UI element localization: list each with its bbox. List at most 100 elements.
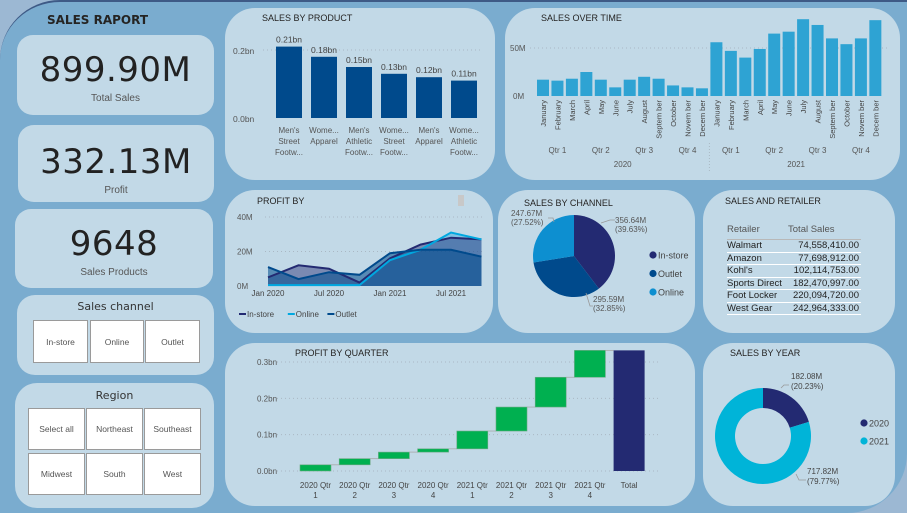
slicer-option-southeast[interactable]: Southeast bbox=[144, 408, 201, 450]
slicer-option-northeast[interactable]: Northeast bbox=[86, 408, 143, 450]
total-sales-cell: 242,964,333.00 bbox=[788, 302, 861, 315]
table-row[interactable]: Foot Locker 220,094,720.00 bbox=[727, 289, 861, 303]
slicer-title: Sales channel bbox=[77, 300, 154, 313]
x-tick-label: 2020 Qtr bbox=[418, 481, 449, 490]
slicer-option-in-store[interactable]: In-store bbox=[33, 320, 88, 363]
kpi-sales-products: 9648 Sales Products bbox=[15, 209, 213, 288]
y-tick-label: 0.1bn bbox=[257, 431, 277, 440]
bar bbox=[594, 79, 607, 96]
bar bbox=[826, 38, 838, 96]
slicer-option-online[interactable]: Online bbox=[90, 320, 144, 363]
y-tick-label: 50M bbox=[510, 44, 526, 53]
leader-line bbox=[780, 384, 789, 389]
line-outlet bbox=[267, 248, 482, 281]
slicer-option-midwest[interactable]: Midwest bbox=[28, 453, 85, 495]
retailer-cell: Sports Direct bbox=[727, 277, 789, 290]
x-tick-label: Wome... bbox=[449, 126, 479, 135]
table-row[interactable]: West Gear 242,964,333.00 bbox=[727, 302, 861, 315]
donut-slice-2020 bbox=[763, 388, 809, 428]
data-label-pct: (20.23%) bbox=[791, 382, 824, 391]
bar bbox=[854, 38, 867, 96]
x-tick-label: Men's bbox=[348, 126, 369, 135]
x-tick-label: Footw... bbox=[450, 148, 478, 157]
bar bbox=[782, 31, 795, 96]
sales-by-channel-card: SALES BY CHANNEL 356.64M (39.63%) 295.59M(… bbox=[498, 190, 695, 333]
x-tick-label: 2021 Qtr bbox=[496, 481, 527, 490]
x-tick-label: Athletic bbox=[451, 137, 477, 146]
legend-marker bbox=[649, 251, 657, 259]
legend-marker bbox=[649, 269, 657, 278]
column-header-total-sales[interactable]: Total Sales bbox=[788, 224, 861, 240]
x-tick-label: 2 bbox=[352, 491, 357, 500]
x-tick-label-month: Septem ber bbox=[828, 100, 837, 139]
column-header-retailer[interactable]: Retailer bbox=[727, 224, 789, 240]
data-label: 295.59M bbox=[593, 295, 624, 304]
table-row[interactable]: Amazon 77,698,912.00 bbox=[727, 252, 861, 265]
x-tick-label: 1 bbox=[470, 491, 475, 500]
x-tick-label: 2 bbox=[509, 491, 514, 500]
legend-label: Online bbox=[296, 310, 320, 319]
x-tick-label: 2021 Qtr bbox=[535, 481, 566, 490]
x-tick-label-month: February bbox=[727, 100, 736, 130]
chart-title: SALES OVER TIME bbox=[541, 13, 622, 23]
report-title: SALES RAPORT bbox=[47, 13, 149, 27]
x-tick-label: Apparel bbox=[310, 137, 338, 146]
x-tick-label-month: May bbox=[597, 100, 606, 114]
x-tick-label: 4 bbox=[588, 491, 593, 500]
waterfall-bar bbox=[534, 376, 567, 408]
slicer-option-south[interactable]: South bbox=[86, 453, 143, 495]
table-row[interactable]: Walmart 74,558,410.00 bbox=[727, 239, 861, 253]
table-row[interactable]: Sports Direct 182,470,997.00 bbox=[727, 277, 861, 290]
x-tick-label: Apparel bbox=[415, 137, 443, 146]
kpi-label: Total Sales bbox=[91, 93, 140, 104]
x-tick-label-quarter: Qtr 4 bbox=[852, 146, 870, 155]
sales-channel-slicer: Sales channel In-store Online Outlet bbox=[17, 295, 214, 375]
slicer-option-select-all[interactable]: Select all bbox=[28, 408, 85, 450]
line-online bbox=[268, 231, 482, 287]
x-tick-label-month: Decem ber bbox=[698, 100, 707, 137]
total-sales-cell: 77,698,912.00 bbox=[788, 252, 861, 265]
leader-line bbox=[548, 217, 555, 223]
bar bbox=[753, 48, 766, 96]
slicer-option-west[interactable]: West bbox=[144, 453, 201, 495]
x-tick-label: 2020 Qtr bbox=[339, 481, 370, 490]
y-tick-label: 0M bbox=[513, 92, 524, 101]
bar bbox=[276, 46, 302, 118]
total-sales-cell: 74,558,410.00 bbox=[788, 239, 861, 253]
x-tick-label-month: February bbox=[553, 100, 562, 130]
area-outlet bbox=[268, 249, 482, 286]
chart-title: SALES BY CHANNEL bbox=[524, 198, 613, 208]
kpi-value: 332.13M bbox=[40, 142, 192, 182]
x-tick-label: 1 bbox=[313, 491, 318, 500]
bar bbox=[609, 87, 622, 96]
bar bbox=[565, 78, 578, 96]
bar bbox=[638, 76, 651, 96]
x-tick-label-month: Novem ber bbox=[684, 100, 693, 137]
y-tick-label: 0M bbox=[237, 282, 248, 291]
kpi-profit: 332.13M Profit bbox=[18, 125, 214, 202]
total-sales-cell: 102,114,753.00 bbox=[788, 264, 861, 278]
slicer-title: Region bbox=[95, 389, 134, 402]
bar bbox=[739, 57, 752, 96]
legend-marker bbox=[860, 437, 868, 445]
x-tick-label-month: Septem ber bbox=[655, 100, 664, 139]
sales-by-year-card: SALES BY YEAR 182.08M (20.23%) 717.82M (79.… bbox=[703, 343, 895, 506]
waterfall-bar bbox=[574, 350, 606, 378]
slicer-option-outlet[interactable]: Outlet bbox=[145, 320, 200, 363]
bar bbox=[311, 56, 337, 118]
x-tick-label: Footw... bbox=[275, 148, 303, 157]
scroll-handle[interactable] bbox=[458, 195, 464, 206]
x-tick-label-quarter: Qtr 4 bbox=[679, 146, 697, 155]
waterfall-bar bbox=[378, 451, 410, 459]
x-tick-label: Street bbox=[383, 137, 405, 146]
profit-by-card: PROFIT BY 40M 20M 0M Jan 2020 Jul 2020 Jan 20… bbox=[225, 190, 493, 333]
x-tick-label-quarter: Qtr 3 bbox=[635, 146, 653, 155]
x-tick-label-quarter: Qtr 2 bbox=[765, 146, 783, 155]
table-row[interactable]: Kohl's 102,114,753.00 bbox=[727, 264, 861, 278]
chart-title: SALES AND RETAILER bbox=[725, 196, 821, 206]
pie-slice-online bbox=[533, 215, 574, 263]
y-tick-label: 0.3bn bbox=[257, 358, 277, 367]
x-tick-label-month: May bbox=[770, 100, 779, 114]
x-tick-label: Wome... bbox=[379, 126, 409, 135]
legend-label: In-store bbox=[247, 310, 275, 319]
